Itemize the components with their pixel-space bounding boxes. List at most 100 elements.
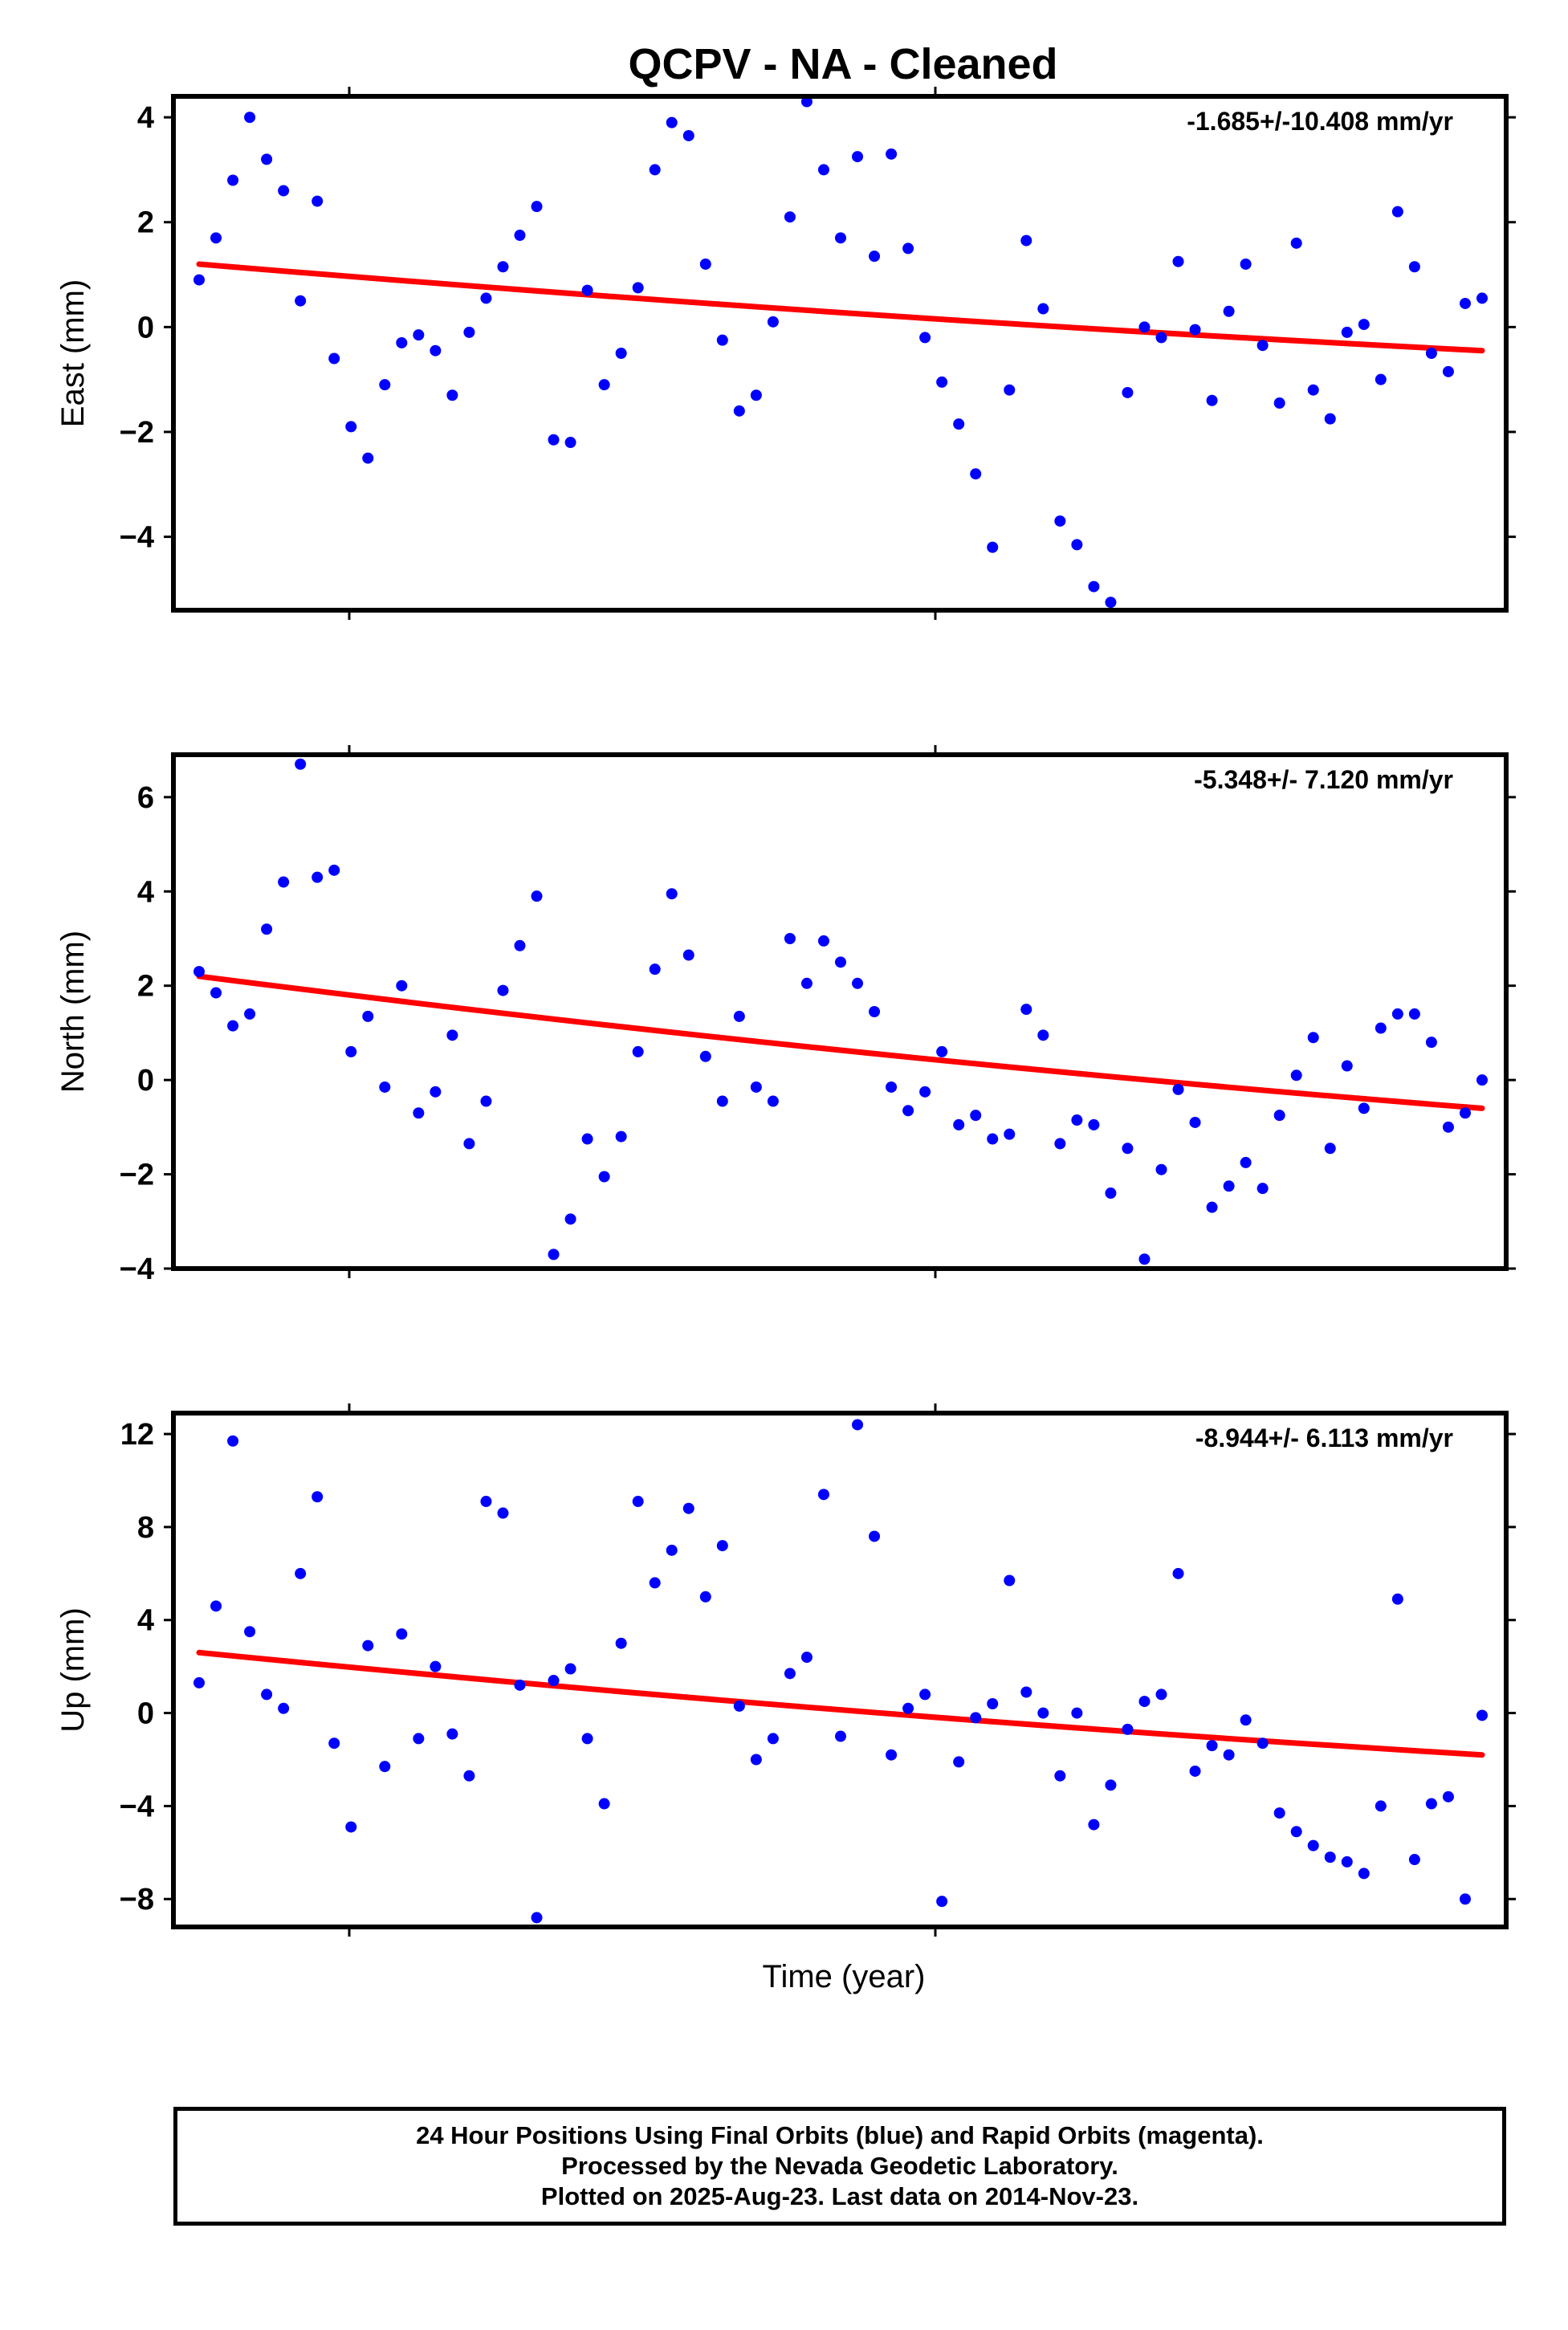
east-data-point — [1358, 319, 1370, 331]
north-data-point — [987, 1133, 999, 1145]
up-data-point — [886, 1749, 898, 1761]
north-data-point — [919, 1086, 931, 1098]
up-data-point — [1358, 1868, 1370, 1880]
north-data-point — [278, 876, 290, 888]
north-data-point — [1425, 1037, 1437, 1049]
north-data-point — [514, 939, 526, 951]
east-data-point — [396, 336, 408, 348]
up-data-point — [514, 1679, 526, 1691]
north-data-point — [581, 1133, 593, 1145]
up-data-point — [1138, 1696, 1151, 1708]
north-data-point — [1004, 1128, 1016, 1140]
north-data-point — [970, 1110, 982, 1122]
east-data-point — [699, 258, 711, 270]
east-data-point — [210, 232, 222, 244]
up-y-tick-label: 0 — [137, 1697, 154, 1731]
north-data-point — [953, 1118, 965, 1130]
up-data-point — [598, 1798, 610, 1810]
north-data-point — [1138, 1253, 1151, 1265]
east-data-point — [666, 116, 678, 128]
north-data-point — [1020, 1004, 1032, 1016]
east-data-point — [919, 332, 931, 344]
up-y-axis-label: Up (mm) — [55, 1607, 91, 1733]
north-y-tick-label: 2 — [137, 970, 154, 1004]
east-data-point — [413, 329, 425, 341]
up-data-point — [1004, 1574, 1016, 1587]
north-data-point — [463, 1138, 475, 1150]
up-data-point — [1088, 1819, 1100, 1831]
east-y-tick-label: 0 — [137, 311, 154, 344]
up-data-point — [1122, 1723, 1134, 1735]
up-data-point — [1054, 1770, 1066, 1782]
up-data-point — [531, 1912, 543, 1924]
up-data-point — [1223, 1749, 1235, 1761]
east-data-point — [1273, 397, 1285, 409]
north-data-point — [666, 888, 678, 900]
up-data-point — [1189, 1765, 1201, 1777]
north-data-point — [649, 963, 661, 976]
east-data-point — [581, 284, 593, 296]
east-data-point — [1071, 539, 1083, 551]
east-data-point — [1442, 365, 1454, 377]
north-data-point — [767, 1095, 779, 1107]
east-y-tick-label: 2 — [137, 206, 154, 240]
north-data-point — [784, 932, 796, 944]
up-data-point — [1324, 1851, 1336, 1864]
east-data-point — [902, 242, 914, 255]
east-data-point — [733, 405, 745, 417]
up-data-point — [1307, 1839, 1319, 1851]
north-data-point — [1256, 1183, 1269, 1195]
north-trend-line — [196, 973, 1485, 1111]
east-data-point — [345, 421, 357, 433]
north-data-point — [1341, 1060, 1353, 1072]
east-trend-line — [196, 261, 1485, 354]
east-data-point — [869, 251, 881, 263]
up-data-point — [902, 1702, 914, 1714]
east-data-point — [480, 292, 492, 304]
east-data-point — [886, 148, 898, 160]
east-data-point — [835, 232, 846, 244]
up-data-point — [193, 1676, 205, 1688]
up-data-point — [430, 1660, 442, 1672]
up-data-point — [1206, 1740, 1218, 1752]
east-y-tick-label: −4 — [120, 521, 154, 555]
east-data-point — [1138, 321, 1151, 333]
east-data-point — [1391, 206, 1403, 218]
east-data-point — [649, 164, 661, 176]
north-data-point — [362, 1010, 374, 1022]
north-data-point — [1408, 1008, 1420, 1020]
north-data-point — [1088, 1118, 1100, 1130]
north-data-point — [446, 1029, 458, 1041]
east-data-point — [1256, 340, 1269, 352]
north-data-point — [598, 1171, 610, 1183]
east-data-point — [548, 434, 560, 446]
up-data-point — [1037, 1707, 1049, 1719]
north-data-point — [682, 949, 694, 961]
north-data-point — [227, 1020, 239, 1032]
east-data-point — [1375, 373, 1387, 385]
north-data-point — [1375, 1022, 1387, 1034]
north-data-point — [413, 1107, 425, 1119]
north-data-point — [345, 1045, 357, 1057]
east-data-point — [1408, 261, 1420, 273]
north-data-point — [1307, 1032, 1319, 1044]
east-data-point — [615, 348, 627, 359]
up-data-point — [1408, 1854, 1420, 1866]
up-data-point — [413, 1733, 425, 1745]
up-data-point — [295, 1567, 307, 1579]
north-data-point — [1240, 1156, 1252, 1168]
up-data-point — [716, 1540, 728, 1552]
north-rate-label: -5.348+/- 7.120 mm/yr — [1194, 765, 1453, 794]
up-data-point — [1375, 1800, 1387, 1812]
east-data-point — [1290, 237, 1302, 249]
east-data-point — [1476, 292, 1488, 304]
east-data-point — [278, 185, 290, 197]
east-data-point — [1172, 255, 1184, 267]
up-data-point — [548, 1675, 560, 1687]
east-data-point — [800, 96, 813, 108]
north-data-point — [1391, 1008, 1403, 1020]
up-data-point — [278, 1702, 290, 1714]
north-data-point — [852, 977, 864, 989]
north-y-tick-label: −4 — [120, 1253, 154, 1286]
north-data-point — [497, 984, 509, 996]
